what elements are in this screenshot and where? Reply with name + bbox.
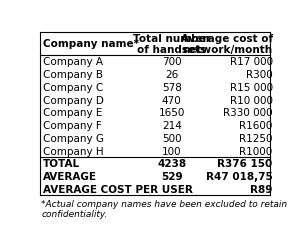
- Text: TOTAL: TOTAL: [42, 159, 80, 169]
- Text: Company C: Company C: [42, 82, 103, 93]
- Text: 214: 214: [162, 120, 182, 131]
- Text: R1000: R1000: [239, 146, 273, 156]
- Text: R89: R89: [250, 184, 273, 194]
- Text: R17 000: R17 000: [230, 57, 273, 67]
- Text: R330 000: R330 000: [223, 108, 273, 118]
- Text: Company B: Company B: [42, 70, 103, 80]
- Text: Company E: Company E: [42, 108, 102, 118]
- Text: Company name*: Company name*: [42, 39, 138, 49]
- Text: 470: 470: [162, 95, 181, 105]
- Text: 700: 700: [162, 57, 181, 67]
- Text: Company G: Company G: [42, 133, 104, 143]
- Text: R1250: R1250: [239, 133, 273, 143]
- Text: R10 000: R10 000: [230, 95, 273, 105]
- Text: Company F: Company F: [42, 120, 101, 131]
- Text: 529: 529: [161, 171, 182, 181]
- Text: Company H: Company H: [42, 146, 103, 156]
- Text: Average cost of
network/month: Average cost of network/month: [181, 33, 273, 55]
- Text: R1600: R1600: [239, 120, 273, 131]
- Text: Company A: Company A: [42, 57, 103, 67]
- Text: *Actual company names have been excluded to retain
confidentiality.: *Actual company names have been excluded…: [42, 199, 288, 218]
- Text: 100: 100: [162, 146, 181, 156]
- Text: R376 150: R376 150: [218, 159, 273, 169]
- Text: R300: R300: [246, 70, 273, 80]
- Text: 26: 26: [165, 70, 178, 80]
- Text: Total number
of handsets: Total number of handsets: [133, 33, 211, 55]
- Text: AVERAGE: AVERAGE: [42, 171, 97, 181]
- Text: Company D: Company D: [42, 95, 103, 105]
- Text: R15 000: R15 000: [230, 82, 273, 93]
- Text: 4238: 4238: [157, 159, 186, 169]
- Text: R47 018,75: R47 018,75: [206, 171, 273, 181]
- Text: 578: 578: [162, 82, 182, 93]
- Text: AVERAGE COST PER USER: AVERAGE COST PER USER: [42, 184, 192, 194]
- Text: 500: 500: [162, 133, 181, 143]
- Text: 1650: 1650: [158, 108, 185, 118]
